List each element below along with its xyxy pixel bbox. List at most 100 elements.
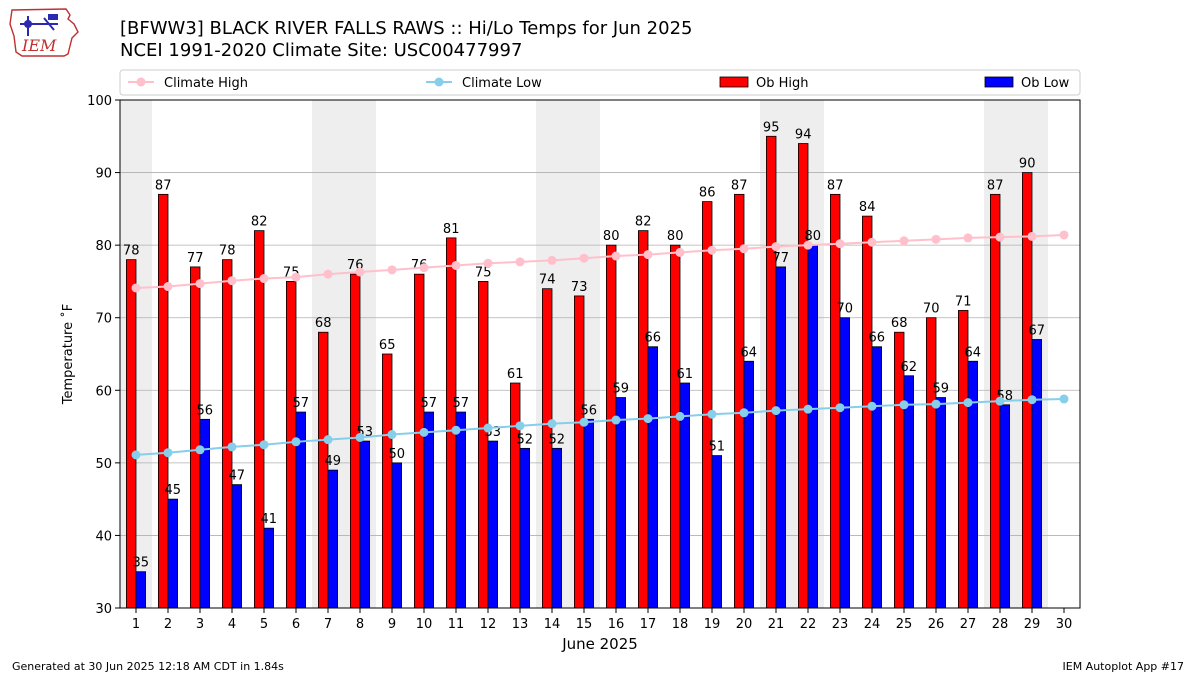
point-climate-low	[739, 408, 749, 418]
bar-ob-low	[647, 346, 659, 609]
bar-ob-high	[157, 193, 169, 609]
bar-ob-low	[775, 266, 787, 609]
point-climate-low	[995, 396, 1005, 406]
label-ob-high: 82	[635, 215, 652, 230]
x-tick-label: 17	[640, 617, 657, 632]
point-climate-low	[291, 437, 301, 447]
point-climate-low	[867, 401, 877, 411]
label-ob-low: 57	[421, 396, 438, 411]
point-climate-low	[131, 450, 141, 460]
point-climate-low	[419, 427, 429, 437]
label-ob-low: 41	[261, 512, 278, 527]
point-climate-high	[259, 274, 269, 284]
label-ob-low: 52	[549, 432, 566, 447]
label-ob-high: 95	[763, 120, 780, 135]
label-ob-high: 80	[603, 229, 620, 244]
legend-point-marker	[434, 77, 444, 87]
y-tick-label: 70	[95, 312, 112, 327]
point-climate-low	[1059, 394, 1069, 404]
point-climate-high	[643, 250, 653, 260]
bar-ob-high	[798, 143, 809, 609]
point-climate-low	[835, 403, 845, 413]
point-climate-low	[675, 411, 685, 421]
legend-point-marker	[136, 77, 146, 87]
bar-ob-high	[317, 331, 329, 609]
point-climate-low	[579, 417, 589, 427]
label-ob-low: 57	[293, 396, 310, 411]
bar-ob-high	[606, 244, 617, 609]
label-ob-low: 62	[901, 360, 918, 375]
point-climate-low	[931, 399, 941, 409]
label-ob-high: 87	[827, 178, 844, 193]
y-tick-label: 40	[95, 529, 112, 544]
point-climate-high	[803, 240, 813, 250]
label-ob-high: 73	[571, 280, 588, 295]
bar-ob-high	[509, 382, 521, 609]
point-climate-high	[195, 279, 205, 289]
bar-ob-low	[1031, 339, 1043, 609]
point-climate-high	[515, 257, 525, 267]
label-ob-high: 77	[187, 251, 204, 266]
legend-box	[119, 69, 1081, 96]
point-climate-low	[771, 406, 781, 416]
label-ob-low: 56	[197, 403, 214, 418]
footer-generated: Generated at 30 Jun 2025 12:18 AM CDT in…	[12, 660, 284, 673]
bar-ob-high	[702, 201, 713, 609]
label-ob-high: 82	[251, 215, 268, 230]
label-ob-high: 75	[475, 265, 492, 280]
x-tick-label: 10	[416, 617, 433, 632]
y-tick-label: 90	[95, 167, 112, 182]
plot-frame	[119, 99, 1081, 609]
point-climate-high	[675, 247, 685, 257]
label-ob-low: 49	[325, 454, 342, 469]
point-climate-low	[387, 430, 397, 440]
point-climate-low	[547, 419, 557, 429]
bar-ob-high	[445, 237, 457, 609]
x-tick-label: 18	[672, 617, 689, 632]
label-ob-low: 61	[677, 367, 694, 382]
point-climate-low	[355, 432, 365, 442]
point-climate-low	[707, 409, 717, 419]
x-tick-label: 30	[1056, 617, 1073, 632]
x-tick-label: 1	[132, 617, 140, 632]
y-tick-label: 30	[95, 602, 112, 617]
point-climate-high	[995, 232, 1005, 242]
bar-ob-high	[189, 266, 201, 609]
y-tick-label: 80	[95, 239, 112, 254]
x-axis-label: June 2025	[561, 635, 638, 653]
point-climate-low	[611, 415, 621, 425]
point-climate-low	[515, 421, 525, 431]
point-climate-low	[483, 423, 493, 433]
point-climate-high	[131, 283, 141, 293]
legend-label: Ob Low	[1021, 76, 1070, 91]
x-tick-label: 12	[480, 617, 497, 632]
point-climate-high	[323, 269, 333, 279]
legend-label: Climate High	[164, 76, 248, 91]
label-ob-high: 87	[155, 178, 172, 193]
label-ob-low: 45	[165, 483, 182, 498]
label-ob-low: 52	[517, 432, 534, 447]
point-climate-low	[1027, 395, 1037, 405]
point-climate-high	[387, 265, 397, 275]
bar-ob-high	[221, 259, 233, 609]
point-climate-low	[259, 440, 269, 450]
bar-ob-high	[477, 281, 489, 609]
chart-title: [BFWW3] BLACK RIVER FALLS RAWS :: Hi/Lo …	[120, 18, 693, 39]
x-tick-label: 19	[704, 617, 721, 632]
bar-ob-low	[551, 447, 563, 609]
point-climate-high	[931, 234, 941, 244]
point-climate-low	[323, 435, 333, 445]
bar-ob-high	[413, 273, 425, 609]
bar-ob-low	[999, 404, 1011, 609]
point-climate-high	[355, 267, 365, 277]
label-ob-high: 81	[443, 222, 460, 237]
bar-ob-low	[231, 484, 243, 609]
bar-ob-low	[327, 469, 339, 609]
point-climate-high	[611, 251, 621, 261]
label-ob-high: 70	[923, 302, 940, 317]
label-ob-high: 84	[859, 200, 876, 215]
bar-ob-low	[487, 440, 499, 609]
x-tick-label: 15	[576, 617, 593, 632]
label-ob-high: 87	[731, 178, 748, 193]
label-ob-high: 68	[891, 316, 908, 331]
